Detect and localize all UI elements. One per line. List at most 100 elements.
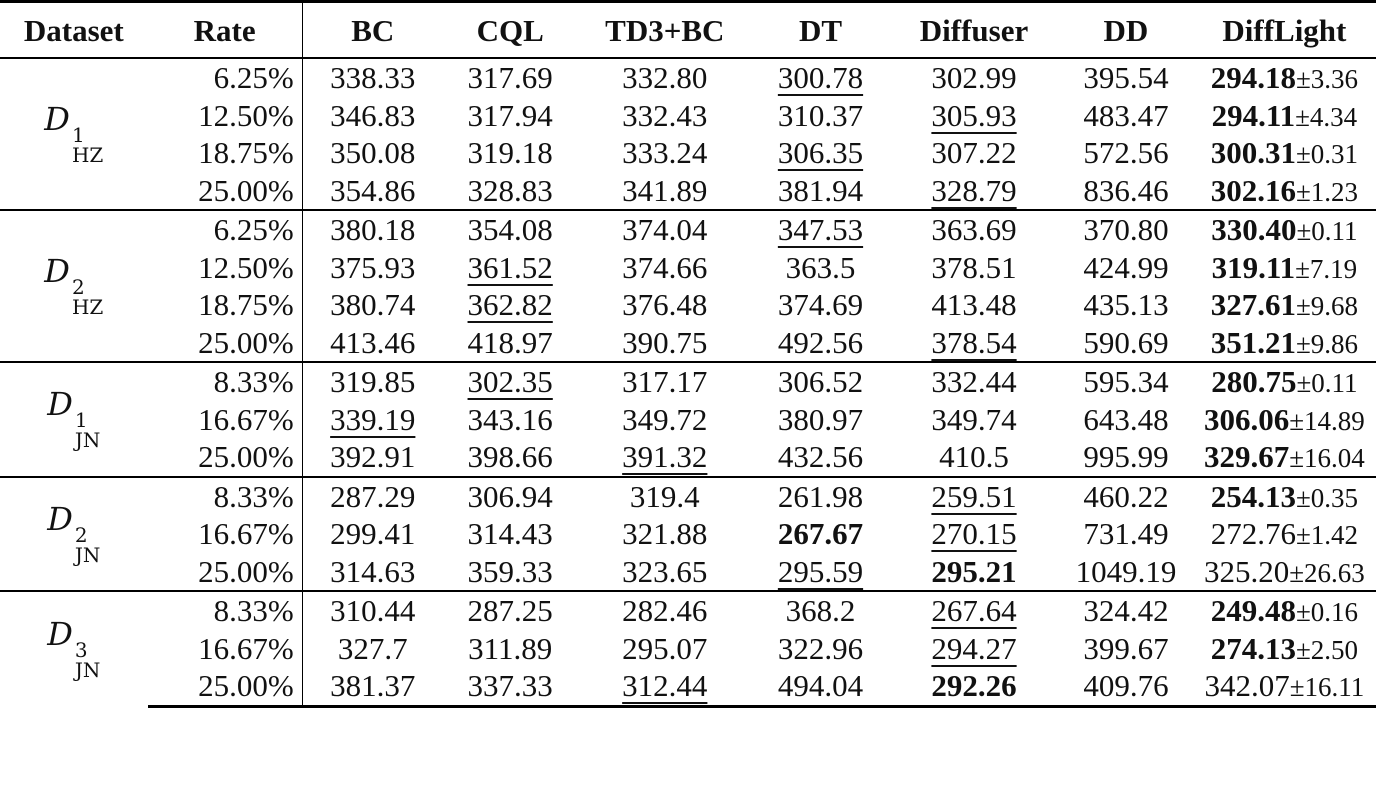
header-diffuser: Diffuser [888,0,1060,59]
rate-cell: 16.67% [198,630,294,666]
dataset-symbol-main: D [44,252,70,290]
cell-diffuser: 305.93 [889,97,1059,135]
cell-value: 460.22 [1083,478,1169,514]
cell-value: 328.79 [931,172,1017,208]
cell-difflight: 329.67±16.04 [1193,438,1376,477]
cell-value: 595.34 [1083,364,1169,400]
cell-value: 282.46 [622,593,708,629]
rate-cell: 18.75% [198,287,294,323]
header-dt: DT [752,0,889,59]
cell-td3bc: 374.04 [577,209,753,249]
cell-value: 332.80 [622,60,708,96]
cell-std: ±0.11 [1296,216,1358,247]
cell-td3bc: 390.75 [578,324,753,363]
cell-dd: 399.67 [1059,630,1193,668]
cell-difflight: 342.07±16.11 [1192,667,1376,708]
cell-dd: 836.46 [1059,172,1193,211]
rate-cell: 16.67% [198,401,294,437]
cell-value: 376.48 [622,287,708,323]
cell-value: 310.37 [777,97,864,133]
cell-value: 300.31 [1210,135,1296,171]
dataset-group: D 2 JN 8.33% 287.29 306.94 319.4 261.98 259.51 46… [0,475,1376,592]
cell-bc: 327.7 [301,629,443,667]
rate-cell: 16.67% [198,516,294,552]
cell-dd: 460.22 [1059,475,1193,515]
table-row: D 1 HZ 6.25% 338.33 317.69 332.80 300.78 302.99 3… [0,58,1376,165]
cell-bc: 346.83 [301,96,443,134]
table-row: D 3 JN 8.33% 310.44 287.25 282.46 368.2 267.64 32… [0,590,1376,706]
cell-dt: 347.53 [752,209,889,249]
cell-dt: 306.52 [752,361,889,401]
cell-diffuser: 267.64 [888,590,1060,630]
cell-value: 323.65 [622,553,708,589]
cell-cql: 361.52 [443,249,578,287]
cell-value: 321.88 [622,516,708,552]
cell-value: 398.66 [467,439,553,475]
cell-value: 330.40 [1211,212,1297,248]
cell-value: 378.54 [931,324,1017,360]
table-row: D 1 JN 8.33% 319.85 302.35 317.17 306.52 332.44 5… [0,361,1376,477]
cell-value: 305.93 [931,97,1017,133]
cell-value: 361.52 [467,249,553,285]
cell-value: 590.69 [1083,324,1169,360]
cell-dd: 324.42 [1059,590,1193,630]
dataset-superscript: 2 [74,522,88,547]
cell-diffuser: 294.27 [889,630,1059,668]
cell-dt: 381.94 [752,172,889,211]
cell-value: 643.48 [1083,401,1169,437]
cell-td3bc: 323.65 [578,553,753,592]
cell-value: 314.43 [467,516,553,552]
cell-std: ±9.86 [1295,328,1359,359]
cell-value: 306.94 [467,478,553,514]
cell-value: 392.91 [330,439,416,475]
cell-dt: 261.98 [752,475,889,515]
cell-cql: 314.43 [443,515,578,553]
cell-dt: 494.04 [752,667,889,708]
cell-std: ±2.50 [1295,634,1359,665]
cell-value: 327.61 [1210,287,1296,323]
cell-value: 270.15 [931,516,1017,552]
cell-difflight: 280.75±0.11 [1192,361,1376,401]
dataset-symbol: D 1 HZ [44,100,103,165]
cell-std: ±0.16 [1295,597,1359,628]
cell-diffuser: 413.48 [889,286,1059,324]
cell-td3bc: 319.4 [577,475,753,515]
cell-std: ±16.11 [1289,672,1365,703]
rate-cell: 25.00% [198,553,294,589]
dataset-index-stack: 2 JN [75,525,101,565]
cell-std: ±1.42 [1295,520,1359,551]
table-header: Dataset Rate BC CQL TD3+BC DT Diffuser D… [0,0,1376,59]
cell-value: 310.44 [330,593,416,629]
cell-td3bc: 374.66 [578,249,753,287]
table-row: 16.67% 299.41 314.43 321.88 267.67 270.15 731.… [0,515,1376,553]
cell-difflight: 294.18±3.36 [1193,58,1376,97]
header-cql: CQL [442,0,578,59]
cell-value: 295.21 [931,553,1017,589]
cell-td3bc: 332.80 [578,58,753,97]
dataset-index-stack: 1 HZ [72,125,103,165]
header-td3bc: TD3+BC [577,0,753,59]
cell-diffuser: 259.51 [888,475,1060,515]
cell-diffuser: 270.15 [889,515,1059,553]
cell-dt: 300.78 [752,58,889,97]
rate-cell: 25.00% [198,324,294,360]
table-row: 25.00% 314.63 359.33 323.65 295.59 295.21 1049… [0,552,1376,592]
cell-bc: 338.33 [301,58,443,97]
cell-value: 249.48 [1210,593,1296,629]
cell-value: 338.33 [330,60,416,96]
cell-value: 390.75 [622,324,708,360]
cell-value: 368.2 [785,593,856,629]
cell-value: 306.35 [777,135,864,171]
cell-value: 329.67 [1203,439,1290,475]
cell-td3bc: 391.32 [578,438,753,477]
cell-value: 261.98 [777,478,864,514]
cell-value: 362.82 [467,287,553,323]
cell-value: 572.56 [1083,135,1169,171]
dataset-superscript: 1 [71,123,85,147]
table-row: 25.00% 354.86 328.83 341.89 381.94 328.79 836.… [0,171,1376,211]
cell-cql: 319.18 [443,134,578,172]
cell-value: 380.18 [330,212,416,248]
cell-bc: 339.19 [301,400,443,438]
cell-dt: 267.67 [752,515,889,553]
header-dd: DD [1059,0,1193,59]
